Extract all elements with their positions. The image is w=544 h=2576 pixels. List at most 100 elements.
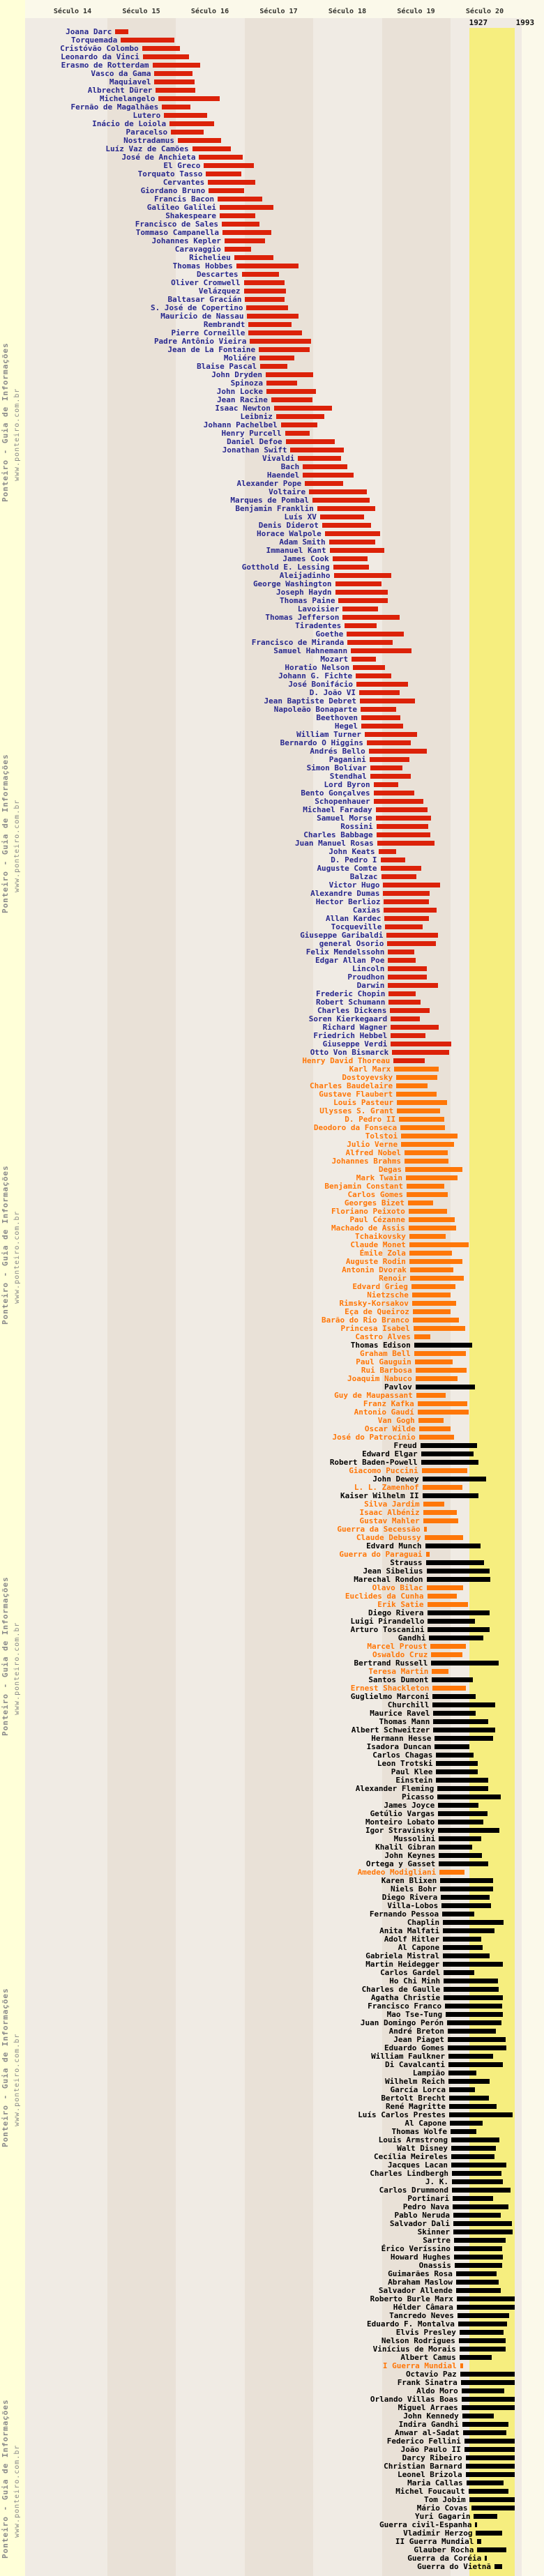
lifespan-bar	[260, 364, 287, 369]
row-label: II Guerra Mundial	[395, 2537, 474, 2546]
row-label: Juan Domingo Perón	[360, 2018, 444, 2027]
lifespan-bar	[319, 515, 364, 519]
watermark-url: www.ponteiro.com.br	[13, 1210, 21, 1304]
person-row: André Breton	[25, 2027, 522, 2036]
row-label: Vasco da Gama	[91, 69, 151, 78]
row-label: Tancredo Neves	[389, 2311, 454, 2320]
person-row: Luís Carlos Prestes	[25, 2111, 522, 2119]
lifespan-bar	[351, 648, 411, 653]
row-label: John Locke	[216, 387, 264, 396]
lifespan-bar	[373, 791, 414, 795]
lifespan-bar	[433, 1719, 489, 1724]
row-label: Maurice Ravel	[370, 1709, 430, 1718]
row-label: Hegel	[334, 722, 358, 731]
row-label: Guerra civil-Espanha	[379, 2520, 472, 2529]
row-label: Paul Cézanne	[349, 1215, 405, 1224]
lifespan-bar	[396, 1075, 438, 1080]
lifespan-bar	[241, 272, 279, 277]
lifespan-bar	[446, 2012, 503, 2017]
person-row: Anwar al-Sadat	[25, 2429, 522, 2437]
lifespan-bar	[443, 1928, 495, 1933]
lifespan-bar	[121, 38, 175, 43]
row-label: Charles Dickens	[317, 1006, 387, 1015]
lifespan-bar	[409, 1242, 469, 1247]
person-row: Marcel Proust	[25, 1643, 522, 1651]
row-label: Michel Foucault	[395, 2487, 465, 2496]
lifespan-bar	[411, 1284, 455, 1289]
lifespan-bar	[399, 1117, 445, 1122]
lifespan-bar	[448, 2045, 506, 2050]
lifespan-bar	[370, 765, 403, 770]
row-label: general Osorio	[319, 939, 384, 948]
person-row: Jean Baptiste Debret	[25, 697, 522, 706]
lifespan-bar	[380, 858, 405, 862]
lifespan-bar	[456, 2305, 515, 2310]
row-label: Oswaldo Cruz	[372, 1650, 428, 1659]
row-label: Luís Carlos Prestes	[358, 2110, 446, 2119]
person-row: Andrés Bello	[25, 747, 522, 756]
person-row: Mozart	[25, 655, 522, 664]
person-row: Baltasar Gracián	[25, 296, 522, 304]
row-label: Henry Purcell	[221, 429, 282, 438]
person-row: José de Anchieta	[25, 153, 522, 162]
row-label: Tchaikovsky	[355, 1232, 406, 1241]
row-label: Khalil Gibran	[375, 1843, 436, 1852]
person-row: Jean Sibelius	[25, 1567, 522, 1576]
row-label: Tommaso Campanella	[135, 228, 219, 237]
row-label: Ulysses S. Grant	[319, 1106, 394, 1115]
person-row: Francisco de Miranda	[25, 639, 522, 647]
lifespan-bar	[451, 2137, 499, 2142]
lifespan-bar	[356, 682, 408, 687]
person-row: Henry Purcell	[25, 429, 522, 438]
lifespan-bar	[335, 590, 388, 595]
person-row: Eduardo Gomes	[25, 2044, 522, 2052]
person-row: John Dryden	[25, 371, 522, 379]
row-label: Lutero	[133, 111, 161, 120]
lifespan-bar	[405, 1167, 462, 1172]
lifespan-bar	[409, 1234, 446, 1239]
person-row: Arturo Toscanini	[25, 1626, 522, 1634]
row-label: Michael Faraday	[303, 805, 372, 814]
person-row: Lavoisier	[25, 605, 522, 613]
person-row: Graham Bell	[25, 1350, 522, 1358]
person-row: Alexander Pope	[25, 480, 522, 488]
person-row: Michael Faraday	[25, 806, 522, 814]
row-label: Jean Racine	[217, 395, 268, 404]
person-row: Auguste Comte	[25, 864, 522, 873]
lifespan-bar	[461, 2388, 504, 2393]
person-row: Charles Babbage	[25, 831, 522, 839]
row-label: Robert Baden-Powell	[329, 1458, 418, 1467]
lifespan-bar	[169, 121, 215, 126]
lifespan-bar	[451, 2171, 501, 2176]
person-row: Bernardo O Higgins	[25, 739, 522, 747]
row-label: Bernardo O Higgins	[280, 738, 363, 747]
person-row: Karen Blixen	[25, 1877, 522, 1885]
lifespan-bar	[445, 2004, 502, 2009]
person-row: Albrecht Dürer	[25, 86, 522, 95]
row-label: Érico Veríssino	[381, 2244, 451, 2253]
century-stripe	[25, 18, 107, 2576]
person-row: García Lorca	[25, 2086, 522, 2094]
person-row: Spinoza	[25, 379, 522, 388]
person-row: Teresa Martin	[25, 1668, 522, 1676]
person-row: Yuri Gagarin	[25, 2513, 522, 2521]
row-label: Jean Sibelius	[363, 1567, 423, 1576]
lifespan-bar	[383, 891, 430, 896]
person-row: Aleijadinho	[25, 572, 522, 580]
person-row: Hegel	[25, 722, 522, 731]
century-stripe	[244, 18, 313, 2576]
person-row: Jean Piaget	[25, 2036, 522, 2044]
row-label: Joseph Haydn	[276, 588, 332, 597]
lifespan-bar	[432, 1669, 449, 1674]
lifespan-bar	[246, 305, 288, 310]
row-label: Indira Gandhi	[398, 2420, 459, 2429]
row-label: Carlos Drummond	[379, 2186, 448, 2195]
lifespan-bar	[423, 1510, 457, 1515]
person-row: Jonathan Swift	[25, 446, 522, 455]
row-label: Velázquez	[198, 287, 241, 296]
person-row: Michelangelo	[25, 95, 522, 103]
lifespan-bar	[115, 29, 129, 34]
lifespan-bar	[424, 1535, 463, 1540]
person-row: Franz Kafka	[25, 1400, 522, 1408]
lifespan-bar	[426, 1569, 490, 1573]
